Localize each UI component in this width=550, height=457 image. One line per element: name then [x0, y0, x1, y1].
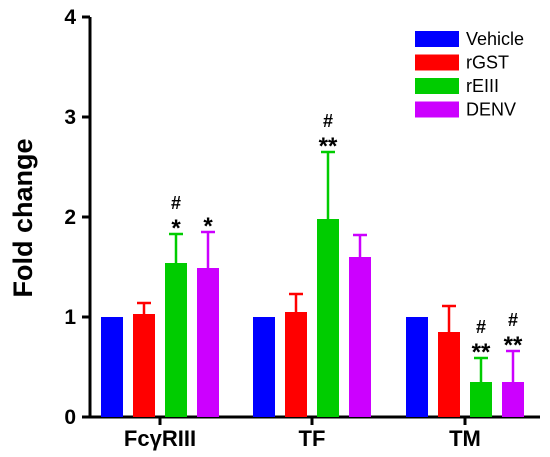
bar-vehicle-2: [406, 317, 428, 417]
annotation-reiii-2-0: #: [476, 317, 486, 337]
annotation-denv-0-0: *: [203, 213, 213, 240]
legend-label-vehicle: Vehicle: [466, 29, 524, 49]
y-axis-title: Fold change: [8, 138, 38, 297]
annotation-reiii-2-1: **: [472, 339, 491, 366]
y-tick-label-3: 3: [64, 106, 76, 129]
legend-swatch-reiii: [415, 78, 459, 94]
annotation-reiii-1-0: #: [323, 111, 333, 131]
legend: Vehicle rGST rEIII DENV: [415, 29, 524, 120]
legend-swatch-denv: [415, 101, 459, 118]
bar-denv-2: [502, 382, 524, 417]
legend-label-reiii: rEIII: [466, 76, 499, 96]
y-tick-label-1: 1: [64, 306, 76, 329]
x-tick-label-1: TF: [299, 426, 326, 451]
bar-reiii-1: [317, 219, 339, 417]
bar-vehicle-1: [253, 317, 275, 417]
annotation-reiii-0-1: *: [171, 215, 181, 242]
y-tick-label-0: 0: [64, 406, 76, 429]
x-tick-label-2: TM: [449, 426, 481, 451]
bar-rgst-2: [438, 332, 460, 417]
bar-rgst-1: [285, 312, 307, 417]
legend-label-denv: DENV: [466, 100, 516, 120]
annotation-denv-2-1: **: [504, 332, 523, 359]
bar-reiii-0: [165, 263, 187, 417]
bar-denv-0: [197, 268, 219, 417]
y-tick-label-2: 2: [64, 206, 76, 229]
legend-label-rgst: rGST: [466, 53, 509, 73]
annotation-reiii-0-0: #: [171, 193, 181, 213]
bar-vehicle-0: [101, 317, 123, 417]
legend-swatch-rgst: [415, 54, 459, 71]
bar-denv-1: [349, 257, 371, 417]
y-tick-label-4: 4: [64, 6, 76, 29]
axes: 0 1 2 3 4 FcγRIII TF TM: [64, 6, 540, 451]
x-tick-label-0: FcγRIII: [124, 426, 196, 451]
annotation-reiii-1-1: **: [319, 133, 338, 160]
bar-rgst-0: [133, 314, 155, 417]
bar-reiii-2: [470, 382, 492, 417]
annotation-denv-2-0: #: [508, 310, 518, 330]
bars-group: *#***#**#**#: [101, 111, 524, 417]
legend-swatch-vehicle: [415, 31, 459, 47]
